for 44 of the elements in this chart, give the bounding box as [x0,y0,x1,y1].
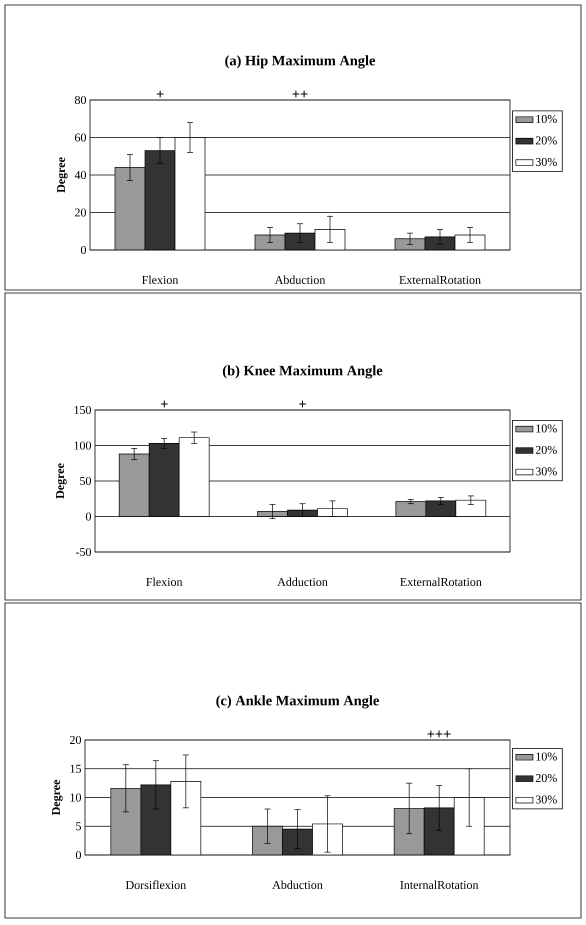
y-tick-label: 100 [74,441,92,450]
legend-label: 20% [536,774,557,782]
text: + [156,90,164,98]
y-tick-label: 15 [70,764,82,773]
y-tick-label: 5 [76,822,82,830]
x-tick-label: Flexion [146,578,182,586]
y-tick-label: 0 [86,512,92,521]
y-axis-title: Degree [56,463,67,499]
legend-label: 30% [536,795,557,804]
legend-label: 10% [536,114,557,124]
y-tick-label: -50 [76,548,92,556]
text: + [160,400,168,408]
x-tick-label: ExternalRotation [399,276,481,284]
y-tick-label: 50 [80,476,92,486]
y-tick-label: 20 [75,208,86,217]
x-tick-label: InternalRotation [400,880,478,889]
y-tick-label: 80 [74,96,86,104]
legend-label: 20% [536,446,557,454]
text: +++ [427,730,451,738]
x-tick-label: Dorsiflexion [126,880,186,890]
x-tick-label: Abduction [274,276,326,284]
legend-label: 20% [536,136,557,145]
x-tick-label: Adduction [277,578,328,586]
y-tick-label: 20 [70,736,82,744]
y-tick-label: 0 [76,850,82,860]
legend-label: 10% [536,752,557,761]
chart-title: (c) Ankle Maximum Angle [216,695,379,708]
x-tick-label: ExternalRotation [400,578,482,586]
text: ++ [292,90,308,98]
y-tick-label: 0 [80,246,86,254]
x-tick-label: Abduction [272,880,323,889]
legend-label: 30% [536,467,557,476]
text: + [299,400,306,408]
y-tick-label: 10 [70,793,82,802]
y-axis-title: Degree [57,157,68,193]
legend-label: 10% [536,424,557,432]
y-tick-label: 40 [74,170,86,180]
chart-title: (b) Knee Maximum Angle [222,365,382,378]
chart-title: (a) Hip Maximum Angle [225,55,376,68]
x-tick-label: Flexion [142,276,178,284]
y-tick-label: 150 [74,406,92,414]
y-tick-label: 60 [74,133,86,142]
y-axis-title: Degree [52,780,63,816]
legend-label: 30% [536,158,557,166]
